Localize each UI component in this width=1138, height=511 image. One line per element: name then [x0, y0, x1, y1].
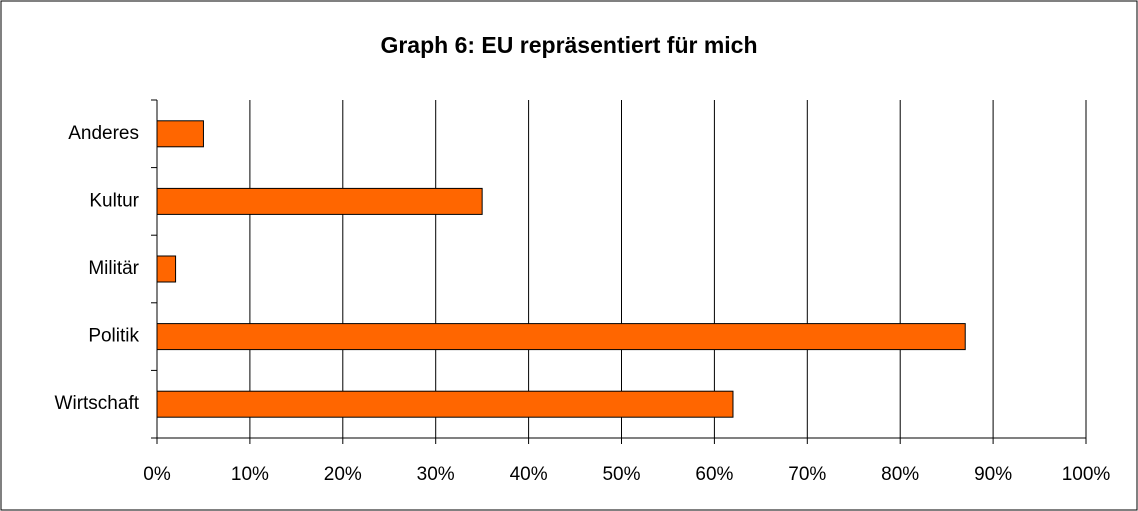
x-tick-label: 90% — [974, 464, 1012, 485]
x-tick-label: 0% — [143, 464, 171, 485]
x-tick-label: 100% — [1062, 464, 1111, 485]
y-tick-label: Militär — [88, 258, 139, 279]
x-tick-label: 60% — [695, 464, 733, 485]
x-tick-label: 70% — [788, 464, 826, 485]
y-tick-label: Kultur — [89, 190, 139, 211]
bar — [156, 323, 966, 351]
x-tick-label: 10% — [231, 464, 269, 485]
y-tick-label: Politik — [88, 326, 139, 347]
bar — [156, 187, 483, 215]
x-tick-label: 50% — [602, 464, 640, 485]
x-tick-label: 30% — [417, 464, 455, 485]
bar — [156, 120, 204, 148]
x-tick-label: 20% — [324, 464, 362, 485]
x-tick-label: 80% — [881, 464, 919, 485]
bar — [156, 390, 734, 418]
chart-title: Graph 6: EU repräsentiert für mich — [380, 32, 757, 58]
x-tick-label: 40% — [510, 464, 548, 485]
bar — [156, 255, 177, 283]
y-tick-label: Anderes — [68, 123, 139, 144]
y-tick-label: Wirtschaft — [55, 393, 140, 414]
